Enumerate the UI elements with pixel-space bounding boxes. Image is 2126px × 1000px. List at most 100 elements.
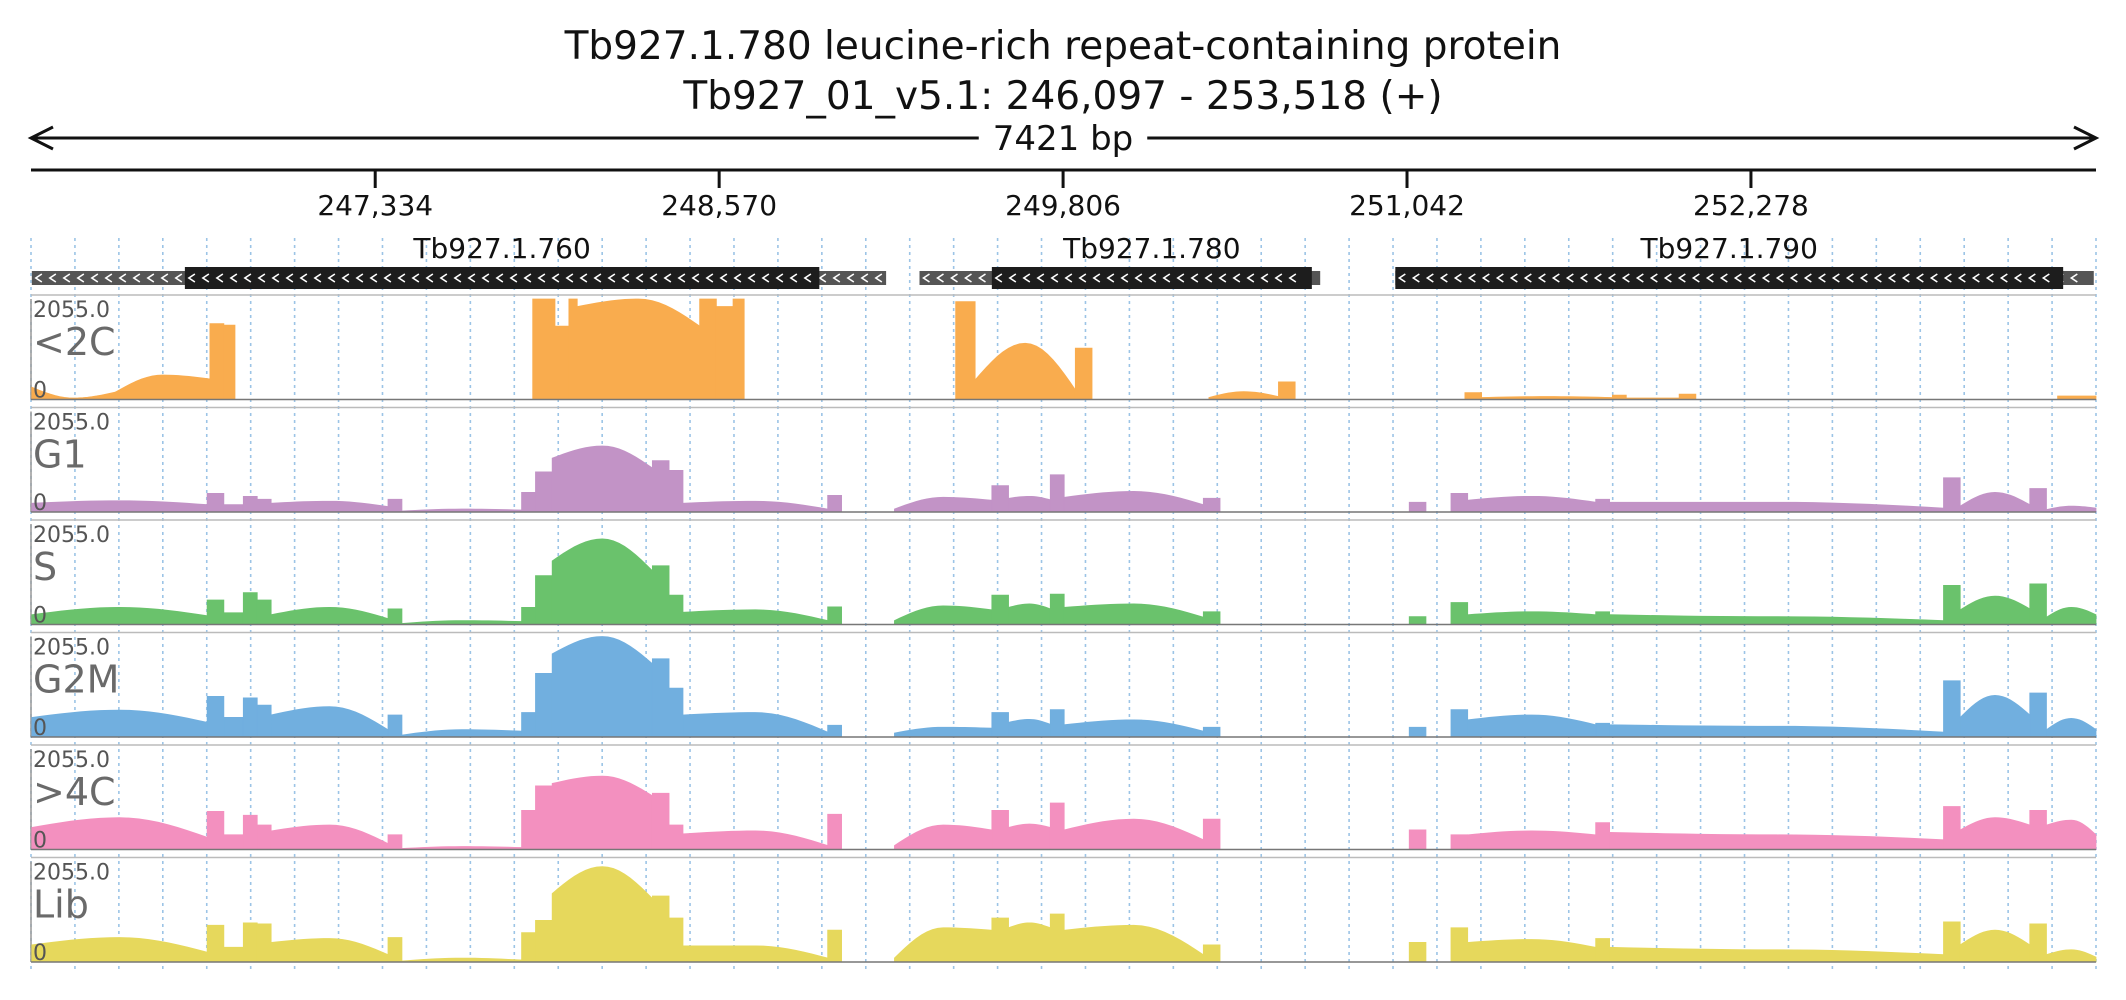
strand-chevron — [1677, 273, 1686, 283]
coverage-area — [1063, 719, 1204, 738]
coverage-area — [270, 938, 389, 963]
coverage-area — [2046, 606, 2097, 625]
strand-chevron — [1467, 273, 1476, 283]
strand-chevron — [1274, 273, 1283, 283]
coverage-area — [114, 374, 211, 400]
strand-chevron — [1162, 273, 1171, 283]
strand-chevron — [621, 273, 630, 283]
axis-tick-label: 248,570 — [661, 189, 777, 222]
strand-chevron — [1551, 273, 1560, 283]
strand-chevron — [1733, 273, 1742, 283]
strand-chevron — [1719, 273, 1728, 283]
coverage-area — [31, 709, 208, 738]
gene-feature: Tb927.1.780 — [919, 232, 1321, 289]
strand-chevron — [1218, 273, 1227, 283]
strand-chevron — [425, 273, 434, 283]
coverage-track: 2055.0 0 S — [30, 519, 2097, 629]
coverage-area — [256, 824, 272, 850]
strand-chevron — [691, 273, 700, 283]
strand-chevron — [48, 273, 57, 283]
strand-chevron — [1901, 273, 1910, 283]
strand-chevron — [215, 273, 224, 283]
coverage-area — [242, 922, 258, 963]
coverage-area — [401, 729, 522, 738]
coverage-area — [1943, 584, 1961, 625]
strand-chevron — [818, 273, 827, 283]
strand-chevron — [775, 273, 784, 283]
strand-chevron — [1078, 273, 1087, 283]
axis-tick-label: 252,278 — [1693, 189, 1809, 222]
coverage-area — [1008, 823, 1051, 850]
axis-tick-label: 251,042 — [1349, 189, 1465, 222]
coverage-area — [1467, 714, 1597, 738]
strand-chevron — [369, 273, 378, 283]
coverage-area — [223, 834, 244, 850]
strand-chevron — [523, 273, 532, 283]
coverage-area — [1467, 830, 1597, 850]
track-name: G2M — [33, 658, 119, 702]
strand-chevron — [1008, 273, 1017, 283]
coverage-area — [1408, 942, 1427, 963]
coverage-area — [1074, 347, 1093, 400]
strand-chevron — [1593, 273, 1602, 283]
strand-chevron — [187, 273, 196, 283]
gene-feature: Tb927.1.790 — [1395, 232, 2094, 289]
strand-chevron — [537, 273, 546, 283]
coverage-area — [576, 298, 701, 400]
coverage-area — [668, 824, 684, 850]
coverage-area — [991, 809, 1009, 850]
strand-chevron — [846, 273, 855, 283]
coverage-area — [532, 298, 556, 400]
coverage-area — [206, 924, 225, 963]
coverage-area — [894, 726, 993, 738]
strand-chevron — [397, 273, 406, 283]
strand-chevron — [1148, 273, 1157, 283]
coverage-track: 2055.0 0 <2C — [30, 294, 2097, 404]
coverage-area — [535, 471, 553, 513]
coverage-area — [2029, 692, 2047, 738]
track-min-label: 0 — [33, 941, 47, 966]
track-max-label: 2055.0 — [33, 411, 110, 436]
strand-chevron — [1635, 273, 1644, 283]
track-max-label: 2055.0 — [33, 861, 110, 886]
gene-label: Tb927.1.780 — [1062, 232, 1240, 265]
coverage-area — [651, 565, 670, 625]
strand-chevron — [635, 273, 644, 283]
gene-feature: Tb927.1.760 — [31, 232, 887, 289]
coverage-area — [1049, 802, 1065, 850]
strand-chevron — [1092, 273, 1101, 283]
strand-chevron — [1288, 273, 1297, 283]
strand-chevron — [1204, 273, 1213, 283]
track-name: <2C — [33, 320, 116, 364]
strand-chevron — [439, 273, 448, 283]
coverage-area — [551, 445, 653, 513]
left-arrowhead — [27, 125, 54, 151]
coverage-area — [401, 620, 522, 625]
coverage-area — [1943, 477, 1961, 513]
coverage-area — [1408, 829, 1427, 850]
coverage-area — [1595, 611, 1610, 625]
strand-chevron — [1957, 273, 1966, 283]
track-max-label: 2055.0 — [33, 748, 110, 773]
coverage-area — [2029, 488, 2047, 513]
coverage-area — [732, 298, 745, 400]
gene-cds — [184, 267, 820, 289]
strand-chevron — [1509, 273, 1518, 283]
coverage-area — [31, 500, 208, 513]
strand-chevron — [593, 273, 602, 283]
coverage-area — [651, 658, 670, 738]
strand-chevron — [2069, 273, 2078, 283]
strand-chevron — [1621, 273, 1630, 283]
strand-chevron — [62, 273, 71, 283]
coverage-area — [682, 609, 829, 625]
coverage-area — [668, 594, 684, 625]
coverage-area — [568, 298, 578, 400]
coverage-area — [242, 495, 258, 513]
coverage-area — [974, 342, 1076, 400]
strand-chevron — [1999, 273, 2008, 283]
bp-span-arrow — [27, 125, 2100, 151]
coverage-area — [1959, 929, 2031, 963]
strand-chevron — [1985, 273, 1994, 283]
strand-chevron — [257, 273, 266, 283]
coverage-area — [1959, 492, 2031, 513]
